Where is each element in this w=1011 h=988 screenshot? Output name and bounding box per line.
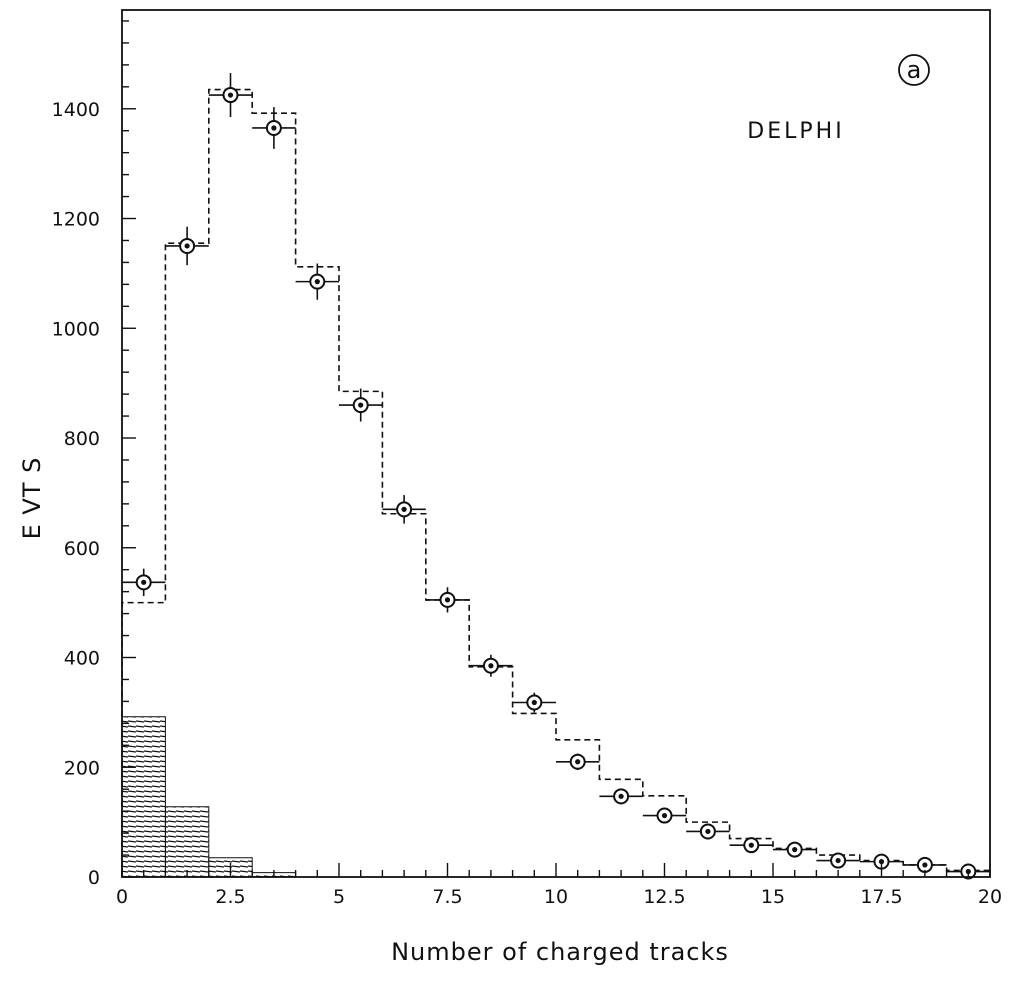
data-points <box>122 73 990 880</box>
data-point-center <box>444 597 451 603</box>
x-tick-label: 10 <box>544 886 568 908</box>
y-axis: 0 200 400 600 800 1000 1200 1400 <box>52 20 136 889</box>
x-tick-label: 15 <box>761 886 785 908</box>
data-point-center <box>531 699 537 706</box>
data-point-center <box>575 759 581 765</box>
experiment-label: DELPHI <box>747 119 844 144</box>
y-axis-title: E VT S <box>18 457 46 540</box>
data-point-center <box>748 842 754 848</box>
data-point-center <box>618 793 624 799</box>
data-point-center <box>792 846 798 853</box>
plot-frame <box>121 9 991 878</box>
x-tick-label: 12.5 <box>643 886 685 908</box>
hatched-bar <box>122 716 166 877</box>
y-tick-label: 600 <box>64 538 100 560</box>
x-tick-label: 17.5 <box>860 886 902 908</box>
y-tick-label: 1000 <box>52 318 100 340</box>
x-tick-label: 0 <box>116 886 128 908</box>
data-point-center <box>705 828 711 835</box>
y-tick-label: 1400 <box>52 99 100 121</box>
hatched-bar-outline <box>164 806 210 877</box>
panel-letter: a <box>907 56 922 84</box>
data-point-center <box>661 812 668 819</box>
x-axis-title: Number of charged tracks <box>391 938 729 966</box>
data-point-center <box>141 579 147 585</box>
y-tick-label: 800 <box>64 428 100 450</box>
x-axis: 0 2.5 5 7.5 10 12.5 15 17.5 20 <box>116 863 1002 908</box>
x-tick-label: 2.5 <box>215 886 245 908</box>
hatched-histogram <box>121 716 297 877</box>
data-point-center <box>314 279 320 285</box>
hatched-bar <box>165 806 209 877</box>
data-point-center <box>184 243 190 249</box>
hatched-bar-outline <box>208 857 253 877</box>
data-point-center <box>271 125 277 131</box>
data-point-center <box>227 92 234 98</box>
data-point-center <box>401 506 407 512</box>
data-point-center <box>878 859 885 865</box>
data-point-center <box>358 402 364 408</box>
y-tick-label: 0 <box>88 867 100 889</box>
data-point-center <box>922 862 928 868</box>
y-tick-label: 400 <box>64 648 100 670</box>
dashed-histogram <box>121 88 991 877</box>
y-tick-label: 1200 <box>52 209 100 231</box>
x-tick-label: 7.5 <box>432 886 462 908</box>
data-point-center <box>835 857 841 864</box>
data-point-center <box>488 663 494 669</box>
panel-letter-badge: a <box>898 54 930 86</box>
y-tick-label: 200 <box>64 757 100 779</box>
x-tick-label: 5 <box>333 886 345 908</box>
x-tick-label: 20 <box>978 886 1002 908</box>
